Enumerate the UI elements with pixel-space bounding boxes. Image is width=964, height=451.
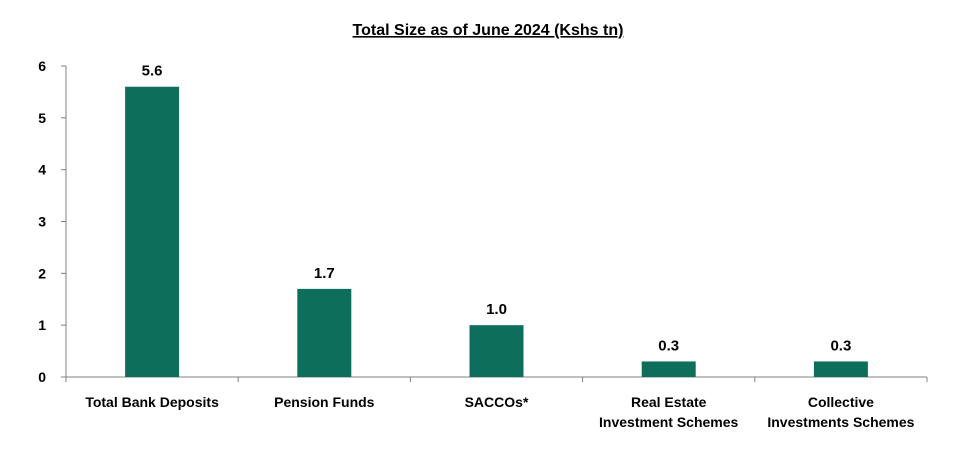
category-label: Pension Funds [274,394,375,410]
y-axis: 0 1 2 3 4 5 6 [38,58,67,385]
category-label: Investment Schemes [599,414,738,430]
bars [125,86,868,377]
bar [125,86,180,377]
x-axis [65,376,928,382]
category-label: Total Bank Deposits [85,394,219,410]
category-label: Real Estate [631,394,707,410]
data-label: 1.0 [486,301,507,318]
data-label: 5.6 [142,63,163,80]
category-labels: Total Bank Deposits Pension Funds SACCOs* R… [85,394,914,430]
y-tick-label: 0 [38,369,46,385]
bar [813,361,868,377]
data-label: 0.3 [658,337,679,354]
bar [469,325,524,377]
y-tick-label: 3 [38,214,46,230]
bar [297,288,352,377]
y-tick-label: 2 [38,265,46,281]
y-tick-label: 4 [38,162,46,178]
category-label: Collective [808,394,874,410]
data-labels: 5.6 1.7 1.0 0.3 0.3 [142,63,852,355]
category-label: Investments Schemes [767,414,914,430]
data-label: 1.7 [314,265,335,282]
data-label: 0.3 [830,337,851,354]
y-tick-label: 5 [38,110,46,126]
y-tick-label: 6 [38,58,46,74]
category-label: SACCOs* [465,394,529,410]
y-tick-label: 1 [38,317,46,333]
chart-title: Total Size as of June 2024 (Kshs tn) [353,22,624,39]
bar [641,361,696,377]
